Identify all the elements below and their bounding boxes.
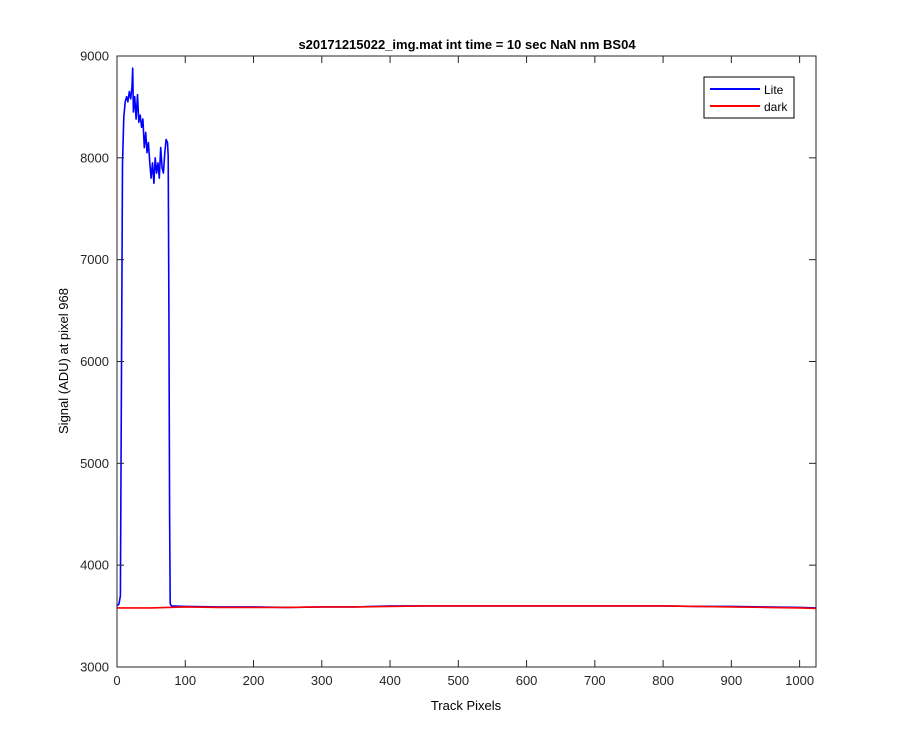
x-tick-label: 300 [311, 673, 333, 688]
y-axis-label: Signal (ADU) at pixel 968 [56, 288, 71, 434]
legend-label-dark: dark [764, 100, 788, 114]
x-tick-label: 500 [447, 673, 469, 688]
x-tick-label: 700 [584, 673, 606, 688]
y-tick-label: 4000 [80, 558, 109, 573]
chart-title: s20171215022_img.mat int time = 10 sec N… [298, 37, 636, 52]
y-tick-label: 7000 [80, 252, 109, 267]
y-tick-label: 9000 [80, 49, 109, 64]
x-tick-label: 400 [379, 673, 401, 688]
legend-box [703, 76, 795, 119]
x-tick-label: 900 [721, 673, 743, 688]
x-tick-label: 0 [113, 673, 120, 688]
legend-label-lite: Lite [764, 83, 784, 97]
x-tick-label: 200 [243, 673, 265, 688]
y-tick-label: 8000 [80, 150, 109, 165]
ticks-layer: 0 100 200 300 400 500 600 700 800 900 1000 3000 4000… [80, 49, 816, 688]
y-tick-label: 3000 [80, 660, 109, 675]
legend: Lite dark [703, 76, 795, 119]
x-tick-label: 1000 [785, 673, 814, 688]
plot-area [117, 56, 816, 667]
series-line-dark [117, 605, 816, 610]
series-layer [117, 67, 816, 610]
x-tick-label: 600 [516, 673, 538, 688]
x-tick-label: 100 [174, 673, 196, 688]
x-axis-label: Track Pixels [431, 698, 502, 713]
x-tick-label: 800 [652, 673, 674, 688]
y-tick-label: 6000 [80, 354, 109, 369]
y-tick-label: 5000 [80, 456, 109, 471]
